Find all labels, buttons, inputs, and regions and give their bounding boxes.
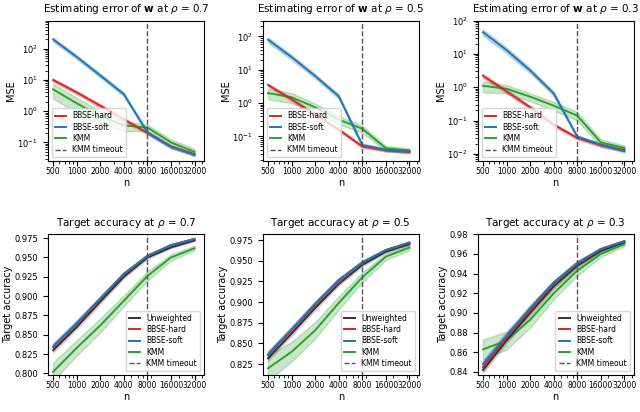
Y-axis label: MSE: MSE: [6, 80, 16, 101]
Title: Estimating error of $\mathbf{w}$ at $\rho$ = 0.5: Estimating error of $\mathbf{w}$ at $\rh…: [257, 2, 424, 16]
X-axis label: n: n: [338, 391, 344, 402]
Title: Target accuracy at $\rho$ = 0.5: Target accuracy at $\rho$ = 0.5: [271, 216, 411, 230]
X-axis label: n: n: [552, 178, 559, 188]
Y-axis label: Target accuracy: Target accuracy: [438, 266, 448, 343]
Title: Estimating error of $\mathbf{w}$ at $\rho$ = 0.3: Estimating error of $\mathbf{w}$ at $\rh…: [472, 2, 639, 16]
Y-axis label: Target accuracy: Target accuracy: [218, 266, 228, 343]
X-axis label: n: n: [552, 391, 559, 402]
Y-axis label: Target accuracy: Target accuracy: [3, 266, 13, 343]
Legend: BBSE-hard, BBSE-soft, KMM, KMM timeout: BBSE-hard, BBSE-soft, KMM, KMM timeout: [267, 108, 341, 157]
Legend: Unweighted, BBSE-hard, BBSE-soft, KMM, KMM timeout: Unweighted, BBSE-hard, BBSE-soft, KMM, K…: [125, 311, 200, 371]
Legend: Unweighted, BBSE-hard, BBSE-soft, KMM, KMM timeout: Unweighted, BBSE-hard, BBSE-soft, KMM, K…: [340, 311, 415, 371]
Y-axis label: MSE: MSE: [436, 80, 446, 101]
X-axis label: n: n: [123, 391, 129, 402]
Title: Target accuracy at $\rho$ = 0.7: Target accuracy at $\rho$ = 0.7: [56, 216, 196, 230]
Y-axis label: MSE: MSE: [221, 80, 231, 101]
Legend: BBSE-hard, BBSE-soft, KMM, KMM timeout: BBSE-hard, BBSE-soft, KMM, KMM timeout: [52, 108, 126, 157]
Title: Estimating error of $\mathbf{w}$ at $\rho$ = 0.7: Estimating error of $\mathbf{w}$ at $\rh…: [43, 2, 209, 16]
Legend: Unweighted, BBSE-hard, BBSE-soft, KMM, KMM timeout: Unweighted, BBSE-hard, BBSE-soft, KMM, K…: [556, 311, 630, 371]
X-axis label: n: n: [338, 178, 344, 188]
Title: Target accuracy at $\rho$ = 0.3: Target accuracy at $\rho$ = 0.3: [485, 216, 626, 230]
X-axis label: n: n: [123, 178, 129, 188]
Legend: BBSE-hard, BBSE-soft, KMM, KMM timeout: BBSE-hard, BBSE-soft, KMM, KMM timeout: [482, 108, 556, 157]
